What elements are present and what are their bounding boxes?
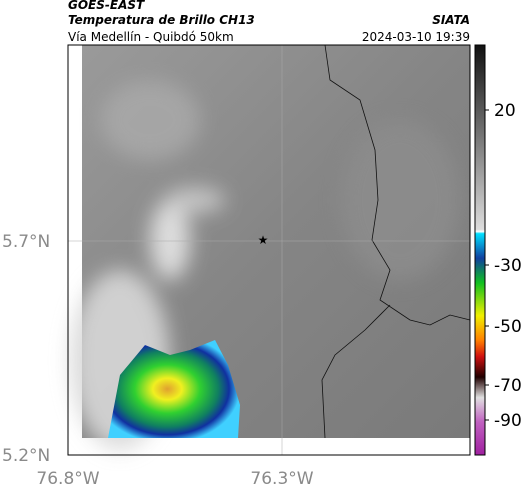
source: GOES-EAST xyxy=(68,0,145,12)
colorbar-tick: -90 xyxy=(494,411,522,431)
lon-label: 76.8°W xyxy=(36,469,99,489)
map-frame xyxy=(67,44,471,456)
svg-text:★: ★ xyxy=(258,233,269,247)
satellite-image: ★ xyxy=(68,44,471,455)
datetime: 2024-03-10 19:39 xyxy=(362,30,470,44)
agency: SIATA xyxy=(432,13,470,27)
colorbar-tick: -50 xyxy=(494,317,522,337)
colorbar-tick: -30 xyxy=(494,256,522,276)
colorbar xyxy=(474,44,486,456)
colorbar-tick: 20 xyxy=(494,101,516,121)
title: Temperatura de Brillo CH13 xyxy=(68,13,255,27)
lat-label: 5.2°N xyxy=(2,446,50,466)
subtitle: Vía Medellín - Quibdó 50km xyxy=(68,30,234,44)
lat-label: 5.7°N xyxy=(2,232,50,252)
lon-label: 76.3°W xyxy=(250,469,313,489)
colorbar-tick: -70 xyxy=(494,376,522,396)
